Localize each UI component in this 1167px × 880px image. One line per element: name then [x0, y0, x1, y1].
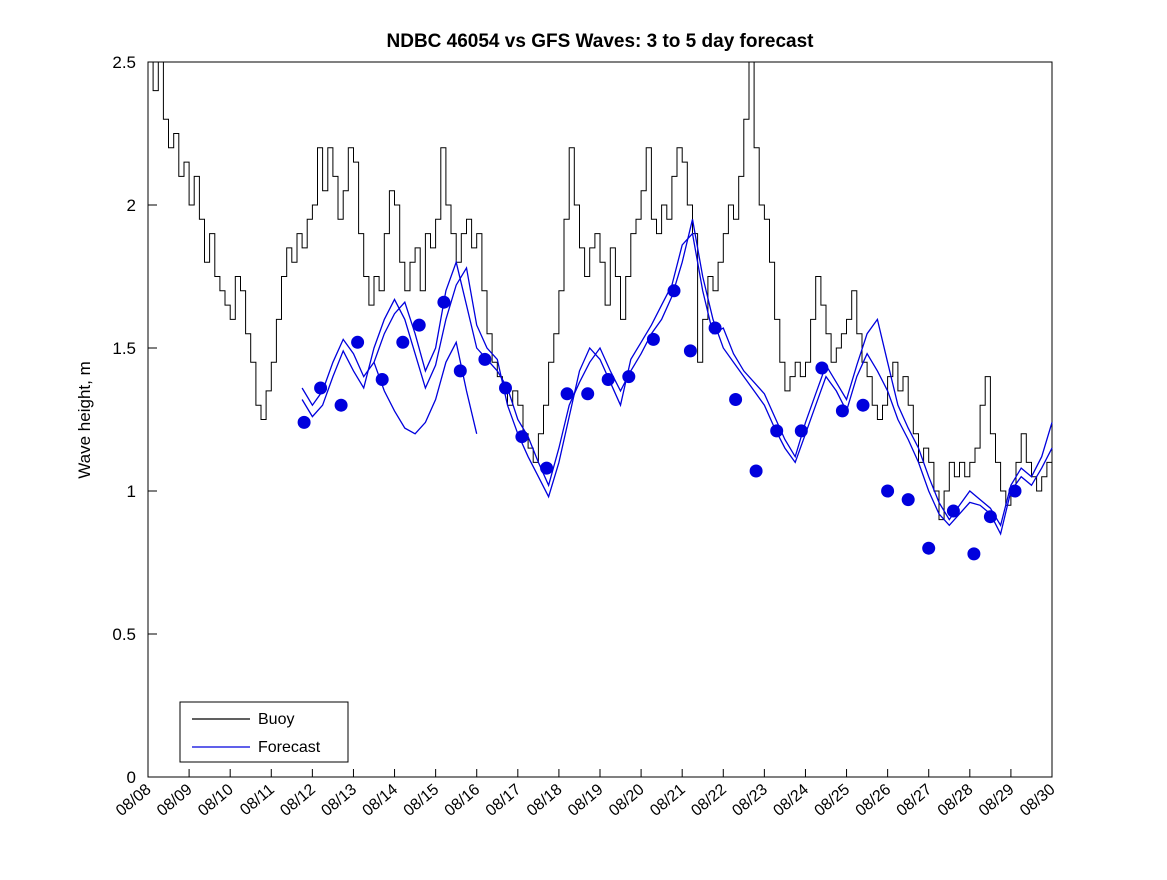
forecast-marker	[375, 373, 389, 386]
forecast-marker	[770, 424, 784, 438]
buoy-line	[148, 61, 1053, 521]
forecast-marker	[351, 335, 365, 349]
forecast-marker	[749, 464, 763, 478]
forecast-marker	[314, 381, 328, 395]
forecast-marker	[1008, 484, 1022, 498]
forecast-marker	[835, 404, 849, 418]
forecast-marker	[946, 504, 960, 518]
y-tick-label: 2.5	[112, 53, 136, 72]
forecast-marker	[540, 461, 554, 475]
forecast-marker	[922, 541, 936, 555]
y-tick-label: 0	[127, 768, 136, 787]
forecast-marker	[396, 335, 410, 349]
forecast-marker	[856, 398, 870, 412]
forecast-line-3	[373, 340, 478, 435]
forecast-marker	[983, 510, 997, 524]
legend: Buoy Forecast	[179, 701, 349, 763]
y-tick-label: 2	[127, 196, 136, 215]
forecast-marker	[708, 321, 722, 335]
y-tick-label: 1	[127, 482, 136, 501]
forecast-marker	[334, 398, 348, 412]
forecast-marker	[967, 547, 981, 561]
forecast-marker	[601, 373, 615, 386]
forecast-marker	[581, 387, 595, 401]
forecast-marker	[499, 381, 512, 395]
forecast-marker	[297, 415, 311, 429]
chart-title: NDBC 46054 vs GFS Waves: 3 to 5 day fore…	[387, 31, 815, 52]
forecast-marker	[683, 344, 697, 358]
forecast-marker	[667, 284, 681, 298]
legend-box	[179, 701, 349, 763]
forecast-marker	[560, 387, 574, 401]
legend-label-buoy: Buoy	[258, 711, 294, 728]
y-axis-label: Wave height, m	[75, 361, 94, 478]
forecast-line-1	[301, 219, 1053, 536]
forecast-marker	[622, 370, 636, 384]
forecast-marker	[729, 393, 743, 406]
legend-label-forecast: Forecast	[258, 739, 321, 756]
forecast-marker	[901, 493, 915, 507]
forecast-marker	[478, 352, 492, 366]
forecast-marker	[815, 361, 829, 375]
forecast-marker	[412, 318, 426, 332]
forecast-marker	[794, 424, 808, 438]
forecast-marker	[646, 332, 660, 346]
y-tick-label: 0.5	[112, 625, 136, 644]
forecast-marker	[437, 295, 451, 309]
forecast-marker	[881, 484, 895, 498]
y-tick-label: 1.5	[112, 339, 136, 358]
forecast-line-2	[301, 232, 1053, 527]
forecast-marker	[453, 364, 467, 378]
forecast-marker	[515, 430, 529, 444]
